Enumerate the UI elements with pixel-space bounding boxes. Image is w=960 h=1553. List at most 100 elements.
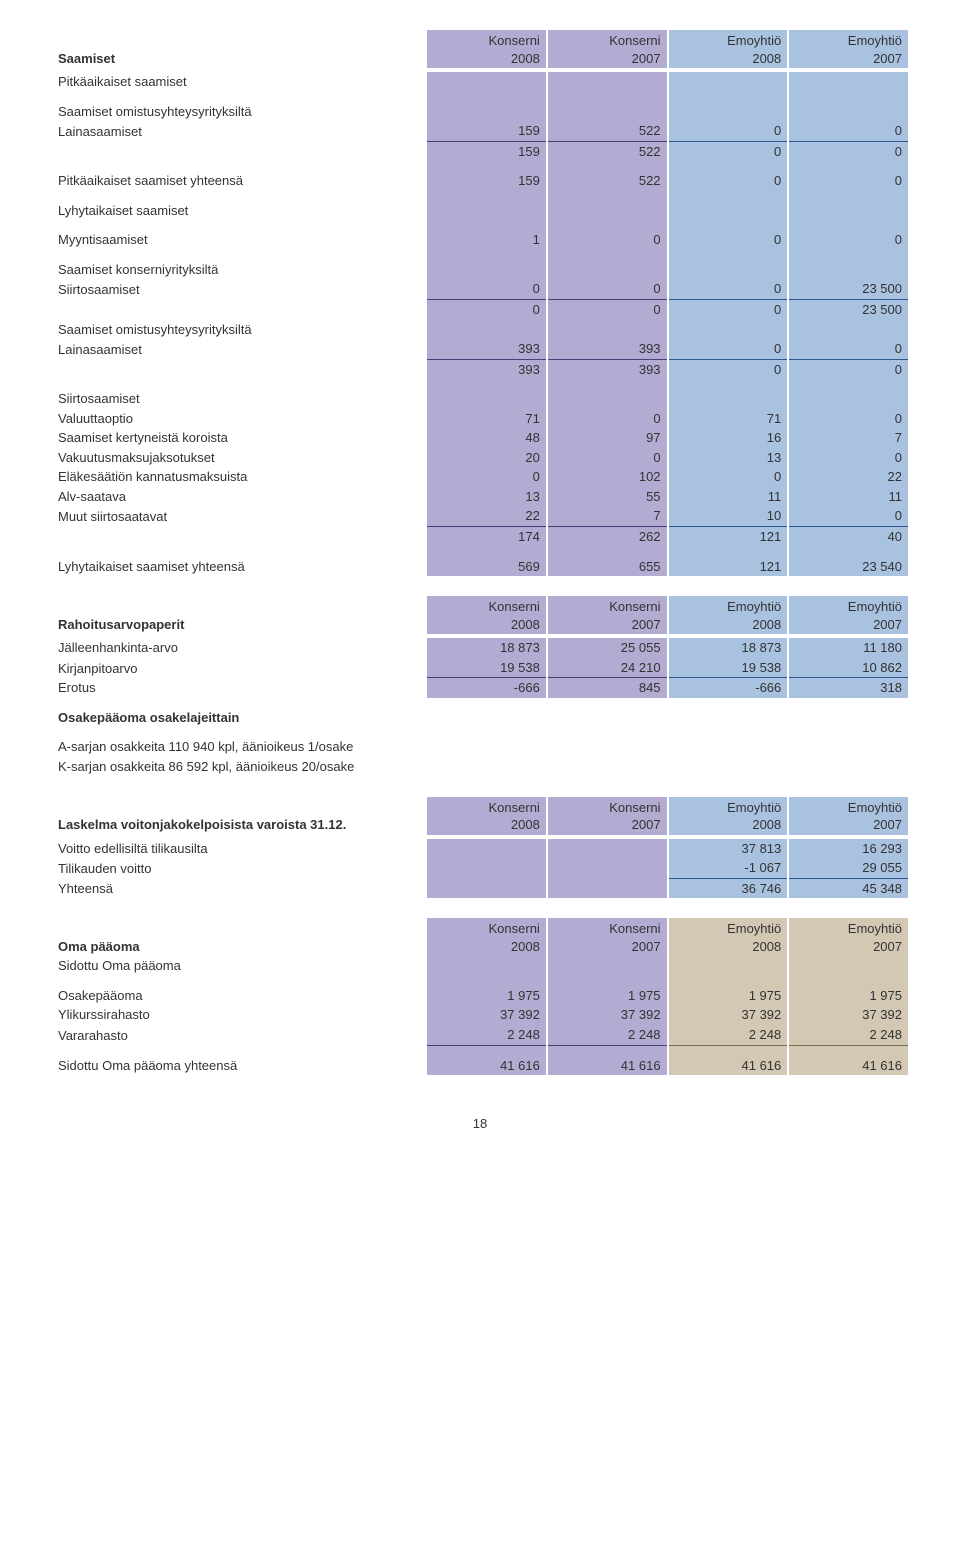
hdr-e8: Emoyhtiö 2008 [669,918,788,956]
table-cell: 0 [548,300,667,320]
table-cell: 0 [548,409,667,429]
table-cell: 0 [669,360,788,380]
vararahasto-label: Vararahasto [52,1025,425,1046]
table-cell: 174 [427,527,546,547]
table-cell: 0 [427,279,546,300]
table-cell: 13 [427,487,546,507]
pitka-title: Pitkäaikaiset saamiset [52,72,425,92]
pitka-yht-label: Pitkäaikaiset saamiset yhteensä [52,171,425,191]
table-cell: 1 [427,230,546,250]
osake-a: A-sarjan osakkeita 110 940 kpl, äänioike… [52,737,908,757]
table-cell: 36 746 [669,879,788,899]
table-cell: 37 392 [789,1005,908,1025]
osake-title: Osakepääoma osakelajeittain [52,708,908,728]
table-cell: 262 [548,527,667,547]
laina-label: Lainasaamiset [52,121,425,142]
table-cell: 522 [548,121,667,142]
table-cell: 22 [427,506,546,527]
ylikurssi-label: Ylikurssirahasto [52,1005,425,1025]
hdr-e7: Emoyhtiö 2007 [789,596,908,634]
table-cell: 29 055 [789,858,908,879]
table-cell: 48 [427,428,546,448]
table-cell: 845 [548,678,667,698]
table-cell: 0 [669,279,788,300]
main-table: Saamiset Konserni 2008 Konserni 2007 Emo… [50,30,910,1075]
kerty-label: Saamiset kertyneistä koroista [52,428,425,448]
table-cell: -1 067 [669,858,788,879]
rahoitus-title: Rahoitusarvopaperit [52,596,425,634]
table-cell: 121 [669,527,788,547]
table-cell: 41 616 [427,1056,546,1076]
hdr-k7: Konserni 2007 [548,797,667,835]
table-cell: 16 [669,428,788,448]
table-cell: 23 500 [789,300,908,320]
table-cell: 0 [789,142,908,162]
table-cell: 393 [548,339,667,360]
table-cell: 0 [789,360,908,380]
table-cell: 159 [427,142,546,162]
table-cell: 0 [548,230,667,250]
table-cell: 522 [548,171,667,191]
table-cell: 159 [427,171,546,191]
table-cell: 0 [669,171,788,191]
table-cell: 0 [789,121,908,142]
hdr-k8: Konserni 2008 [427,797,546,835]
hdr-e8: Emoyhtiö 2008 [669,596,788,634]
table-cell: 2 248 [789,1025,908,1046]
table-cell: 23 540 [789,557,908,577]
table-cell: 2 248 [669,1025,788,1046]
hdr-e7: Emoyhtiö 2007 [789,918,908,956]
table-cell: 7 [548,506,667,527]
table-cell: 19 538 [669,658,788,679]
hdr-k8: Konserni 2008 [427,918,546,956]
table-cell: 41 616 [548,1056,667,1076]
hdr-k8: Konserni 2008 [427,30,546,68]
table-cell: 0 [789,339,908,360]
table-cell: 37 392 [427,1005,546,1025]
hdr-e7: Emoyhtiö 2007 [789,30,908,68]
table-cell: 318 [789,678,908,698]
table-cell: 393 [427,339,546,360]
table-cell: 0 [669,339,788,360]
table-cell: 24 210 [548,658,667,679]
table-cell: 569 [427,557,546,577]
laskelma-yht-label: Yhteensä [52,879,425,899]
table-cell: 522 [548,142,667,162]
table-cell: 1 975 [789,986,908,1006]
alv-label: Alv-saatava [52,487,425,507]
oma-yht-label: Sidottu Oma pääoma yhteensä [52,1056,425,1076]
elake-label: Eläkesäätiön kannatusmaksuista [52,467,425,487]
table-cell: 23 500 [789,279,908,300]
hdr-e8: Emoyhtiö 2008 [669,797,788,835]
table-cell: 393 [427,360,546,380]
table-cell: 0 [789,506,908,527]
table-cell: 97 [548,428,667,448]
table-cell: 1 975 [548,986,667,1006]
omistus-title: Saamiset omistusyhteysyrityksiltä [52,102,425,122]
table-cell: 45 348 [789,879,908,899]
myynti-label: Myyntisaamiset [52,230,425,250]
table-cell: 0 [548,279,667,300]
hdr-e7: Emoyhtiö 2007 [789,797,908,835]
laskelma-title: Laskelma voitonjakokelpoisista varoista … [52,797,425,835]
table-cell: 55 [548,487,667,507]
table-cell: 655 [548,557,667,577]
muut-label: Muut siirtosaatavat [52,506,425,527]
table-cell: 18 873 [669,638,788,658]
table-cell: 22 [789,467,908,487]
table-cell: 11 [789,487,908,507]
page-number: 18 [50,1115,910,1133]
table-cell: 37 392 [548,1005,667,1025]
table-cell: 2 248 [427,1025,546,1046]
table-cell: 19 538 [427,658,546,679]
omistus2-title: Saamiset omistusyhteysyrityksiltä [52,320,425,340]
osake-k: K-sarjan osakkeita 86 592 kpl, äänioikeu… [52,757,908,777]
hdr-e8: Emoyhtiö 2008 [669,30,788,68]
voitto-ed-label: Voitto edellisiltä tilikausilta [52,839,425,859]
laina2-label: Lainasaamiset [52,339,425,360]
table-cell: 0 [427,300,546,320]
valuutta-label: Valuuttaoptio [52,409,425,429]
table-cell: 13 [669,448,788,468]
lyhyt-title: Lyhytaikaiset saamiset [52,201,425,221]
table-cell: 0 [548,448,667,468]
